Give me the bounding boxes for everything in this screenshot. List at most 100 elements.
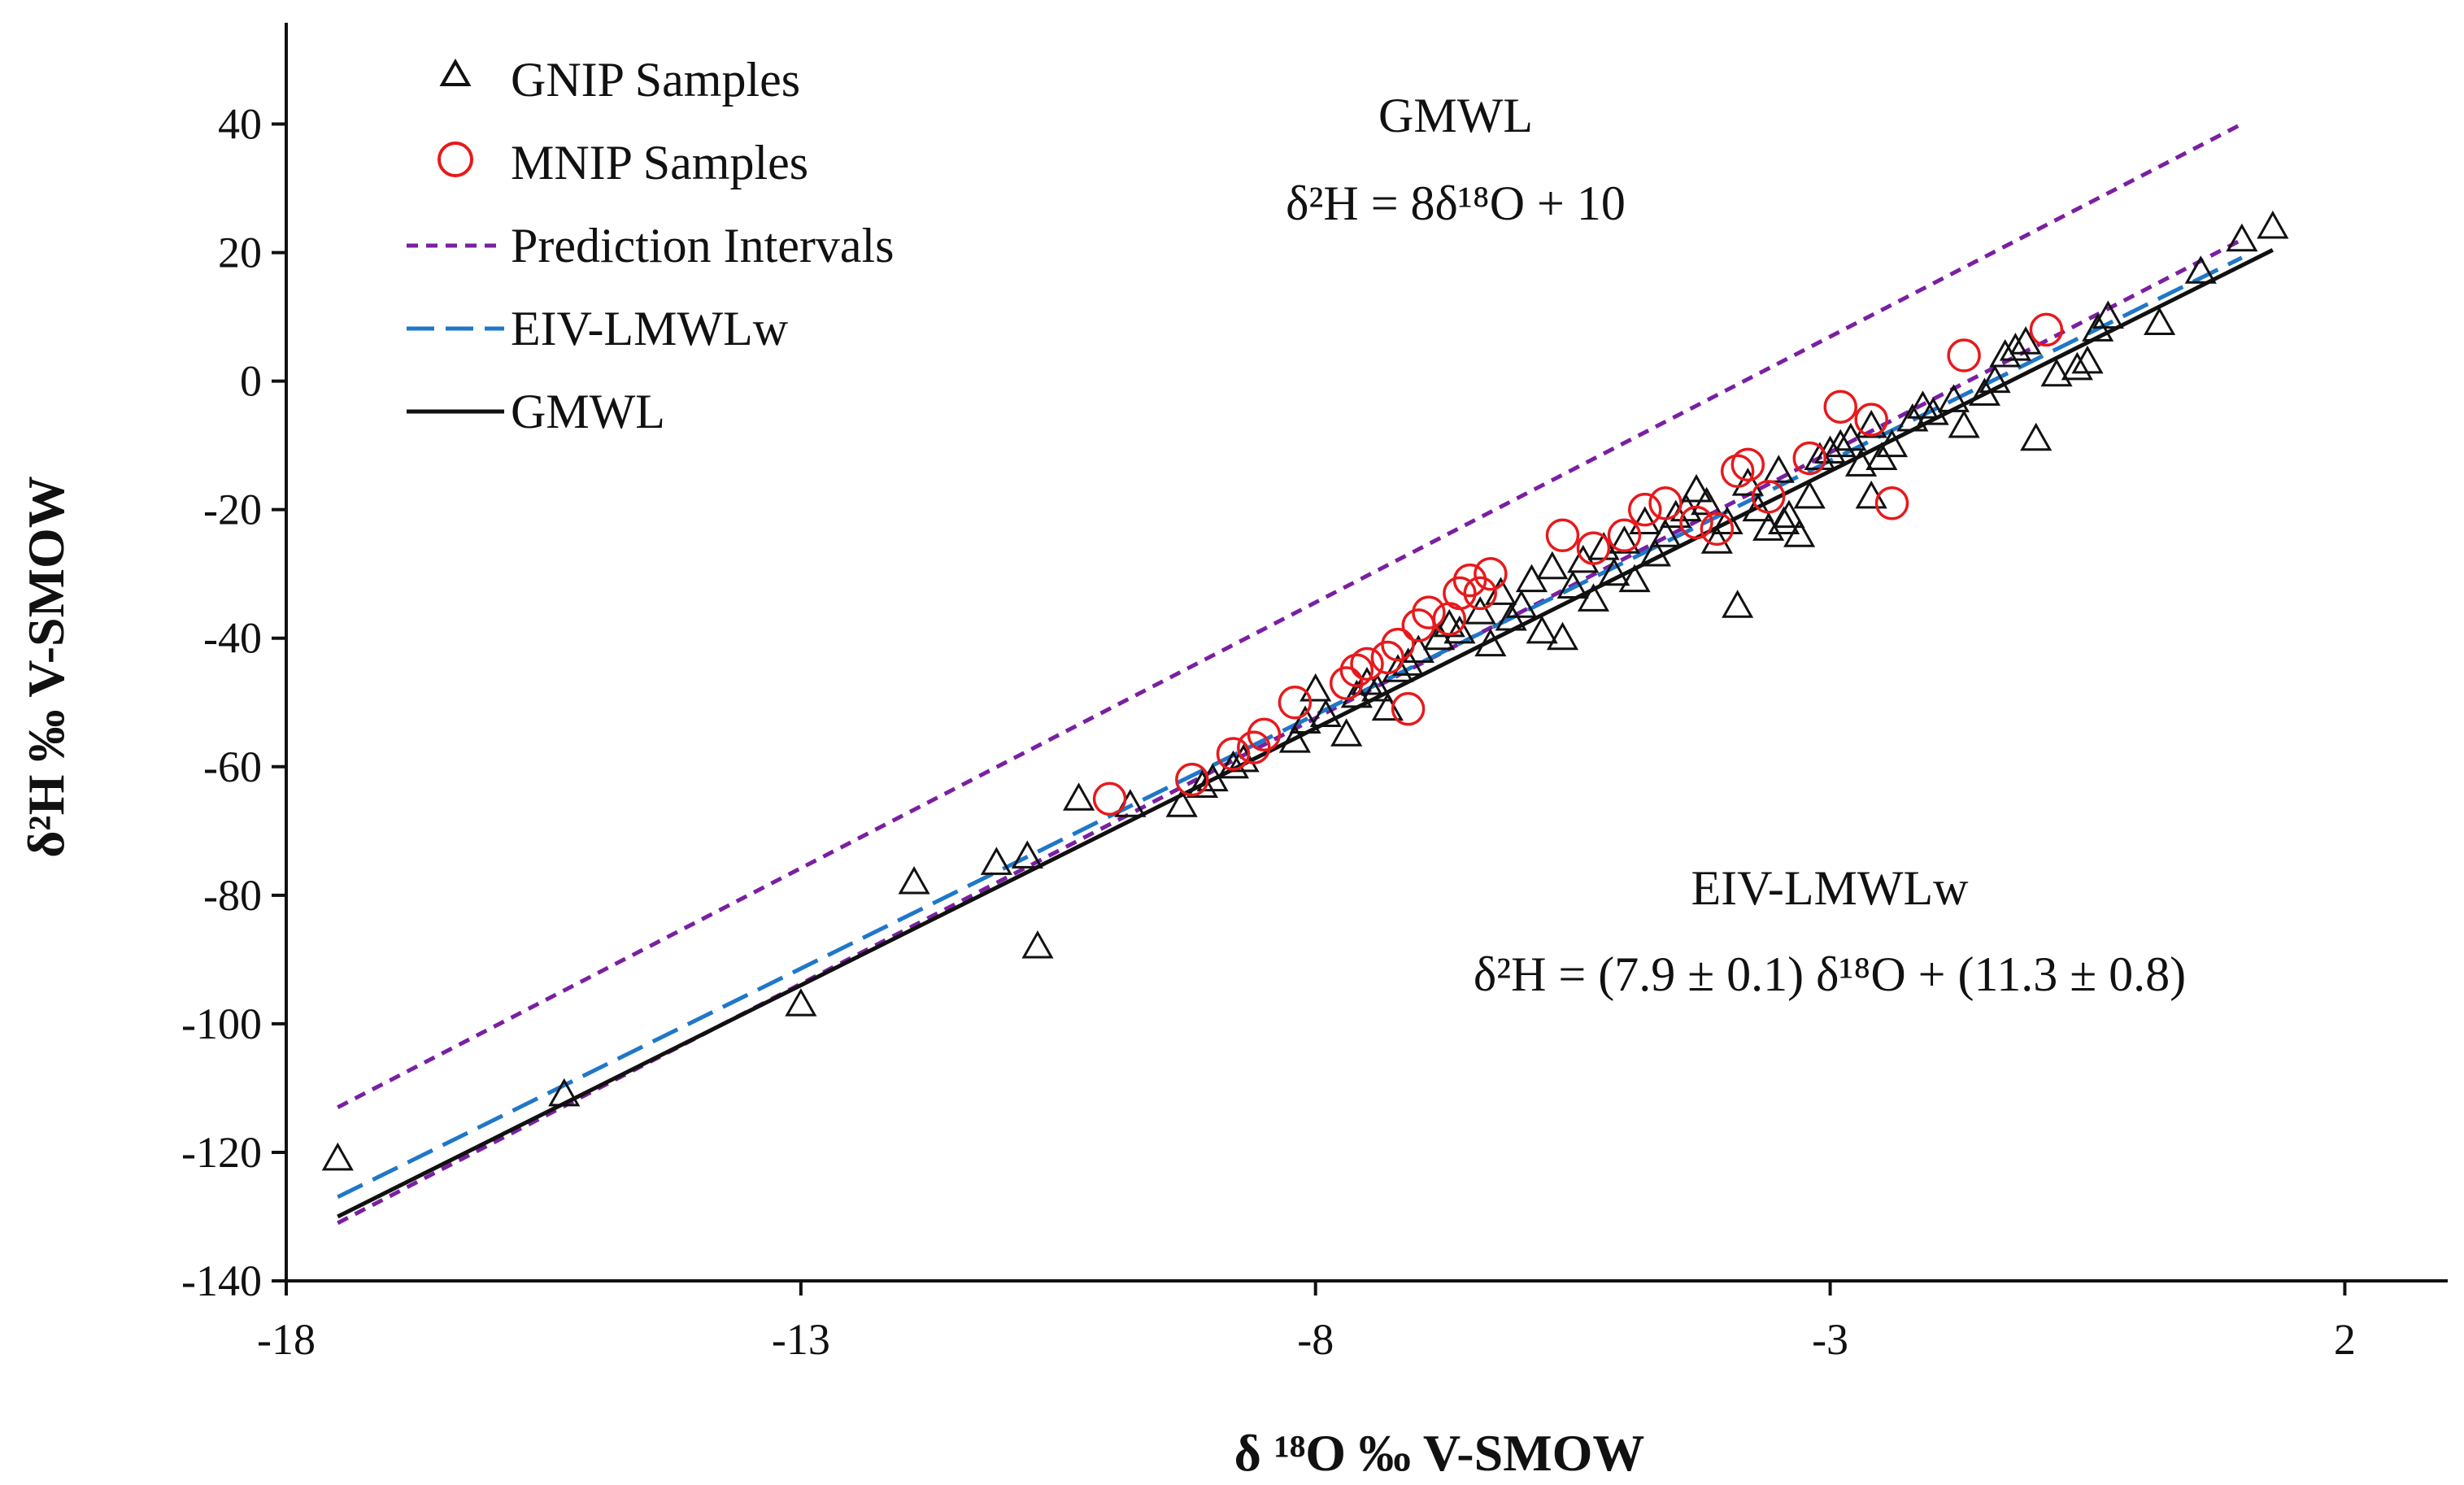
mnip-point: [1947, 338, 1981, 372]
mnip-point: [1854, 403, 1888, 437]
gnip-point: [2040, 358, 2073, 387]
gnip-point: [1371, 692, 1404, 721]
gnip-point: [2020, 422, 2053, 451]
gnip-point: [1937, 384, 1970, 412]
gmwl-annotation-equation: δ²H = 8δ¹⁸O + 10: [1286, 176, 1626, 230]
y-tick-label: -20: [203, 486, 262, 534]
mnip-point: [1627, 492, 1662, 527]
legend-label-gnip: GNIP Samples: [511, 53, 800, 107]
gnip-point: [1011, 840, 1043, 869]
gnip-point: [2092, 300, 2124, 329]
mnip-point: [1607, 518, 1642, 553]
gnip-point: [1824, 429, 1857, 458]
gnip-point: [1309, 699, 1342, 728]
gnip-point: [1608, 525, 1641, 554]
mnip-point: [1874, 486, 1909, 520]
mnip-point: [1092, 782, 1127, 817]
mnip-point: [1237, 730, 1271, 764]
gnip-point: [1711, 506, 1744, 534]
gnip-point: [1382, 654, 1414, 682]
mnip-point: [1381, 627, 1415, 662]
gnip-point: [1999, 333, 2031, 361]
mnip-point: [1648, 486, 1683, 520]
legend-label-gmwl: GMWL: [511, 385, 665, 438]
gnip-point: [1629, 506, 1661, 534]
gnip-point: [1577, 583, 1610, 612]
gnip-point: [1762, 455, 1795, 483]
legend-label-eiv: EIV-LMWLw: [511, 302, 789, 355]
gmwl-annotation-title: GMWL: [1378, 89, 1533, 142]
gnip-point: [1855, 480, 1887, 509]
legend-label-prediction: Prediction Intervals: [511, 219, 895, 272]
mnip-point: [1339, 653, 1374, 687]
mnip-point: [1443, 576, 1477, 611]
y-tick-label: 0: [240, 357, 262, 406]
mnip-point: [1452, 563, 1487, 598]
y-tick-label: 40: [218, 100, 262, 149]
gnip-point: [1742, 493, 1774, 522]
gnip-point: [1556, 570, 1589, 599]
y-tick-label: -60: [203, 742, 262, 791]
x-tick-label: -3: [1812, 1315, 1848, 1364]
legend: GNIP Samples MNIP Samples Prediction Int…: [407, 53, 895, 438]
mnip-point: [1730, 447, 1765, 482]
y-tick-label: -80: [203, 871, 262, 920]
gnip-point: [2061, 351, 2093, 381]
legend-item-mnip: MNIP Samples: [438, 136, 808, 189]
legend-circle-icon: [438, 142, 473, 177]
gnip-point: [1731, 468, 1764, 496]
mnip-point: [1679, 505, 1713, 540]
gnip-point: [321, 1142, 354, 1171]
x-axis-ticks: -18 -13 -8 -3 2: [257, 1281, 2356, 1364]
gnip-point: [1165, 789, 1198, 817]
mnip-point: [1370, 640, 1405, 675]
mnip-point: [1792, 441, 1827, 476]
legend-item-prediction: Prediction Intervals: [407, 219, 895, 272]
gnip-point: [1299, 673, 1332, 702]
gnip-point: [898, 865, 930, 895]
gnip-point: [1289, 705, 1321, 734]
mnip-point: [2029, 312, 2064, 347]
gnip-point: [1948, 409, 1980, 438]
reference-lines: [337, 122, 2274, 1226]
gnip-point: [1217, 750, 1250, 779]
gnip-point: [1979, 364, 2011, 394]
gnip-point: [2071, 345, 2104, 374]
gnip-point: [1464, 596, 1496, 625]
legend-item-gmwl: GMWL: [407, 385, 665, 438]
gnip-point: [1691, 486, 1723, 516]
mnip-point: [1463, 576, 1497, 611]
gnip-point: [2009, 326, 2042, 355]
mnip-point: [1545, 518, 1580, 553]
mnip-point: [1576, 531, 1611, 565]
eiv-annotation-equation: δ²H = (7.9 ± 0.1) δ¹⁸O + (11.3 ± 0.8): [1474, 947, 2186, 1001]
gnip-point: [1773, 499, 1805, 529]
y-tick-label: 20: [218, 229, 262, 277]
mnip-point: [1720, 454, 1755, 489]
mnip-point: [1823, 390, 1857, 424]
legend-triangle-icon: [439, 58, 472, 86]
gnip-point: [2184, 255, 2217, 284]
gnip-point: [1505, 590, 1538, 618]
gnip-point: [2226, 223, 2258, 252]
gnip-point: [1526, 615, 1558, 644]
x-tick-label: 2: [2334, 1315, 2356, 1364]
gnip-point: [1330, 718, 1363, 747]
gnip-point: [1598, 557, 1630, 586]
x-tick-label: -13: [772, 1315, 830, 1364]
mnip-point: [1247, 717, 1282, 752]
y-axis-title: δ²H ‰ V-SMOW: [17, 476, 75, 858]
eiv-annotation-title: EIV-LMWLw: [1691, 861, 1969, 915]
y-tick-label: -140: [181, 1256, 262, 1305]
mnip-point: [1216, 737, 1251, 771]
x-tick-label: -8: [1297, 1315, 1334, 1364]
gnip-point: [2144, 307, 2176, 335]
y-tick-label: -120: [181, 1128, 262, 1177]
gnip-point: [1278, 725, 1311, 753]
mnip-series: [1092, 312, 2064, 817]
mnip-point: [1474, 556, 1508, 591]
gnip-point: [980, 847, 1012, 875]
gnip-point: [1536, 551, 1569, 580]
legend-label-mnip: MNIP Samples: [511, 136, 808, 189]
